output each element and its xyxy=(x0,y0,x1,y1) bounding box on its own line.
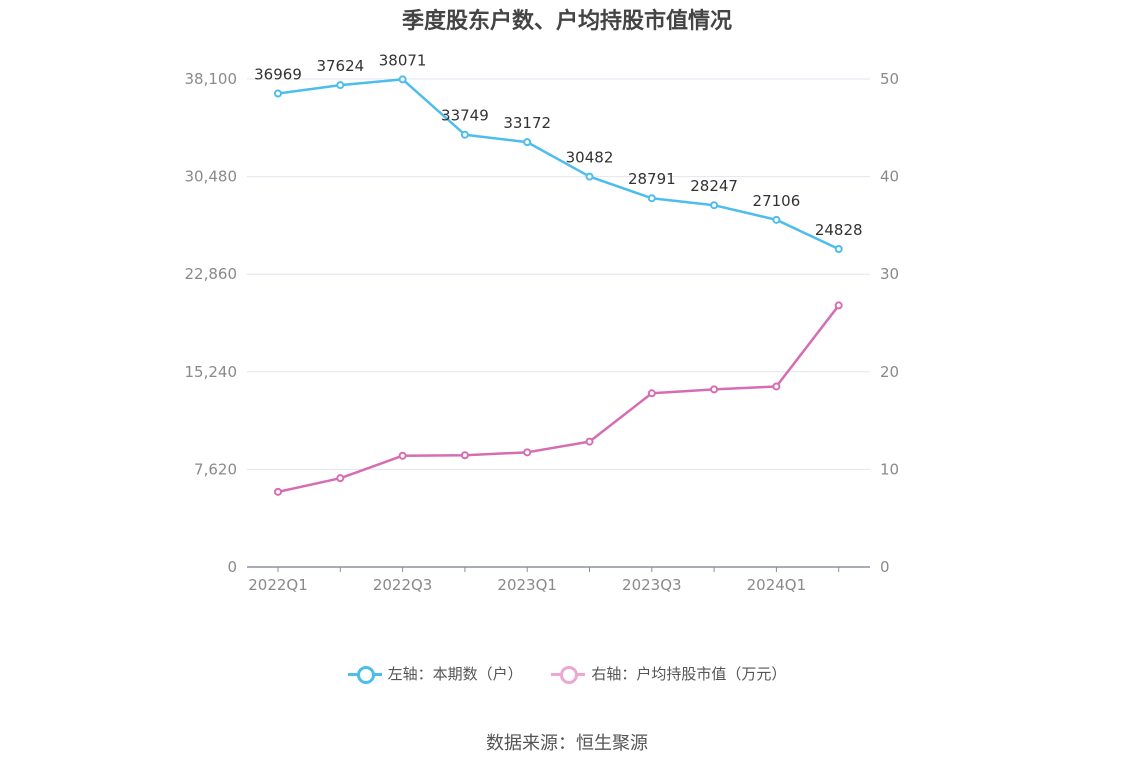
left-axis-tick-label: 7,620 xyxy=(194,460,237,478)
data-point xyxy=(710,201,719,210)
data-label: 36969 xyxy=(254,65,302,83)
data-point xyxy=(336,474,345,483)
data-point xyxy=(460,130,469,139)
source-note: 数据来源：恒生聚源 xyxy=(486,733,648,754)
data-point xyxy=(710,385,719,394)
right-axis-tick-label: 30 xyxy=(880,265,899,283)
left-axis-tick-label: 30,480 xyxy=(185,168,238,186)
data-label: 37624 xyxy=(316,57,364,75)
legend: 左轴：本期数（户） 右轴：户均持股市值（万元） xyxy=(0,663,1134,686)
chart-title: 季度股东户数、户均持股市值情况 xyxy=(401,9,732,34)
data-point xyxy=(274,89,282,98)
left-axis-tick-label: 15,240 xyxy=(185,363,238,381)
series xyxy=(274,75,843,496)
x-axis-tick-label: 2023Q3 xyxy=(622,576,682,594)
data-point xyxy=(647,194,656,203)
legend-item-avg-value[interactable]: 右轴：户均持股市值（万元） xyxy=(551,663,786,684)
series-line-1 xyxy=(277,304,840,494)
x-axis-tick-label: 2023Q1 xyxy=(497,576,557,594)
data-point xyxy=(336,81,345,90)
data-labels: 36969 37624 38071 33749 33172 30482 28791 28247… xyxy=(254,51,862,239)
data-label: 28791 xyxy=(628,170,676,188)
data-point xyxy=(523,138,532,147)
left-axis-tick-label: 0 xyxy=(227,558,237,576)
data-point xyxy=(523,448,532,457)
left-axis-tick-label: 22,860 xyxy=(185,265,238,283)
x-axis-tick-label: 2024Q1 xyxy=(747,576,807,594)
data-point xyxy=(274,487,282,496)
data-point xyxy=(585,437,594,446)
legend-label-households: 左轴：本期数（户） xyxy=(387,665,523,683)
data-label: 33749 xyxy=(441,107,489,125)
legend-item-households[interactable]: 左轴：本期数（户） xyxy=(347,663,523,684)
data-point xyxy=(585,172,594,181)
grid-lines xyxy=(247,78,870,470)
right-axis-tick-label: 50 xyxy=(880,70,899,88)
right-axis-tick-label: 40 xyxy=(880,168,899,186)
data-label: 30482 xyxy=(566,149,614,167)
series-line-0 xyxy=(277,78,840,251)
data-point xyxy=(772,215,781,224)
data-point xyxy=(647,389,656,398)
x-axis-tick-label: 2022Q1 xyxy=(248,576,308,594)
data-point xyxy=(460,451,469,460)
data-label: 38071 xyxy=(379,51,427,69)
data-point xyxy=(398,451,407,460)
data-point xyxy=(834,244,843,253)
axes: 0 7,620 15,240 22,860 30,480 38,100 0 10 20 30 40 5… xyxy=(185,70,900,594)
data-point xyxy=(834,301,843,310)
right-axis-tick-label: 0 xyxy=(880,558,890,576)
legend-swatch-avg-value-icon xyxy=(551,665,586,684)
x-axis-tick-label: 2022Q3 xyxy=(373,576,433,594)
data-label: 28247 xyxy=(690,177,738,195)
data-label: 24828 xyxy=(815,221,863,239)
data-point xyxy=(398,75,407,84)
legend-swatch-households-icon xyxy=(347,665,382,684)
right-axis-tick-label: 20 xyxy=(880,363,899,381)
left-axis-tick-label: 38,100 xyxy=(185,70,238,88)
right-axis-tick-label: 10 xyxy=(880,460,899,478)
legend-label-avg-value: 右轴：户均持股市值（万元） xyxy=(591,665,787,683)
data-label: 33172 xyxy=(503,114,551,132)
data-label: 27106 xyxy=(753,192,801,210)
data-point xyxy=(772,382,781,391)
